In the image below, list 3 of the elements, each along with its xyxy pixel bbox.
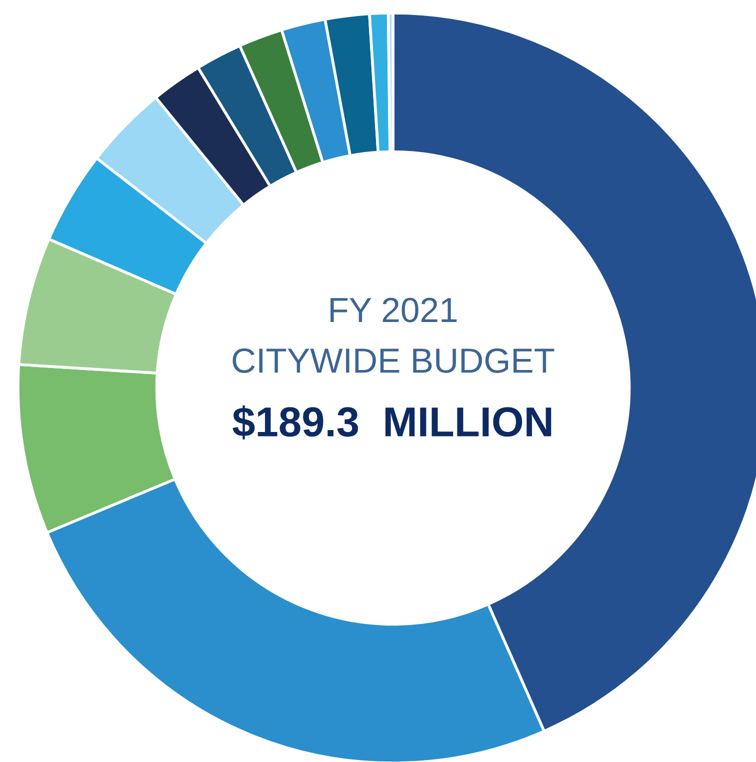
text: CITYWIDE BUDGET	[232, 348, 554, 373]
text: $189.3 MILLION	[232, 405, 552, 440]
text: FY 2021	[330, 298, 457, 322]
